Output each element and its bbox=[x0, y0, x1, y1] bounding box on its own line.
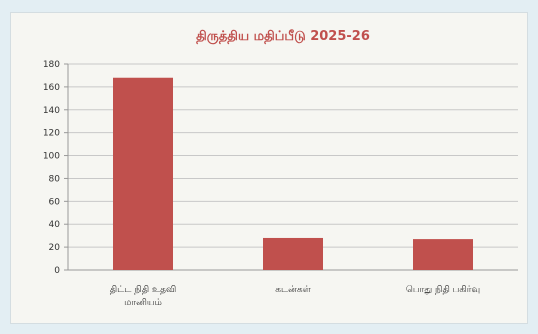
x-category-label: பொது நிதி பகிர்வு bbox=[406, 285, 480, 295]
y-tick-label: 100 bbox=[43, 152, 60, 162]
y-tick-label: 80 bbox=[49, 174, 61, 184]
x-category-label: கடன்கள் bbox=[275, 285, 311, 295]
bar bbox=[263, 237, 323, 270]
y-tick-label: 0 bbox=[54, 266, 60, 276]
y-tick-label: 40 bbox=[49, 220, 61, 230]
x-category-label: திட்ட நிதி உதவி மானியம் bbox=[110, 285, 177, 308]
bar bbox=[113, 77, 173, 270]
y-tick-label: 180 bbox=[43, 60, 60, 70]
y-tick-label: 160 bbox=[43, 83, 60, 93]
y-tick-label: 120 bbox=[43, 129, 60, 139]
bar bbox=[413, 239, 473, 270]
y-tick-label: 140 bbox=[43, 106, 60, 116]
y-tick-label: 60 bbox=[49, 197, 61, 207]
y-tick-label: 20 bbox=[49, 243, 61, 253]
chart-title: திருத்திய மதிப்பீடு 2025-26 bbox=[196, 28, 370, 44]
